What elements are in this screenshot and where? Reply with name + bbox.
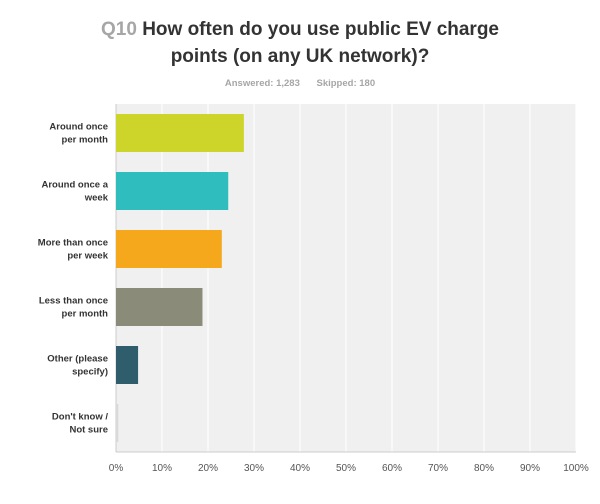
x-tick-label: 90% bbox=[520, 463, 540, 474]
category-label: Around once a bbox=[41, 180, 108, 191]
category-label: specify) bbox=[72, 367, 108, 378]
title-line-2: points (on any UK network)? bbox=[170, 46, 430, 67]
bar bbox=[116, 230, 222, 268]
bar bbox=[116, 404, 119, 442]
category-label: per month bbox=[62, 135, 109, 146]
x-tick-label: 10% bbox=[152, 463, 172, 474]
x-tick-label: 20% bbox=[198, 463, 218, 474]
x-tick-label: 80% bbox=[474, 463, 494, 474]
category-label: per week bbox=[67, 251, 108, 262]
x-tick-label: 60% bbox=[382, 463, 402, 474]
answered-count: Answered: 1,283 bbox=[224, 78, 300, 89]
x-tick-label: 100% bbox=[563, 463, 589, 474]
x-tick-label: 40% bbox=[290, 463, 310, 474]
category-label: Not sure bbox=[69, 425, 108, 436]
skipped-count: Skipped: 180 bbox=[316, 78, 376, 89]
category-label: Around once bbox=[49, 122, 108, 133]
category-label: per month bbox=[62, 309, 109, 320]
category-label: Other (please bbox=[47, 354, 108, 365]
x-tick-label: 30% bbox=[244, 463, 264, 474]
x-tick-label: 0% bbox=[109, 463, 124, 474]
chart-title: Q10 How often do you use public EV charg… bbox=[0, 16, 600, 70]
question-number: Q10 bbox=[100, 19, 137, 40]
x-tick-label: 70% bbox=[428, 463, 448, 474]
x-tick-label: 50% bbox=[336, 463, 356, 474]
response-stats: Answered: 1,283 Skipped: 180 bbox=[0, 78, 600, 89]
category-label: week bbox=[84, 193, 109, 204]
category-label: Less than once bbox=[39, 296, 108, 307]
title-line-1: How often do you use public EV charge bbox=[142, 19, 500, 40]
bar bbox=[116, 288, 203, 326]
bar bbox=[116, 114, 244, 152]
category-label: Don't know / bbox=[52, 412, 108, 423]
category-label: More than once bbox=[38, 238, 108, 249]
bar bbox=[116, 346, 139, 384]
bar bbox=[116, 172, 229, 210]
